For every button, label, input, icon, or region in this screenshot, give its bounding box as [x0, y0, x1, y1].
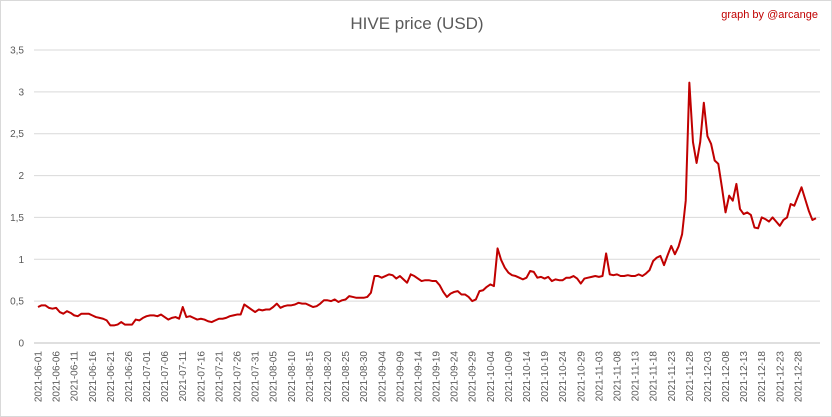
y-tick-label: 0 [18, 339, 24, 350]
x-tick-label: 2021-12-03 [703, 351, 714, 403]
x-tick-label: 2021-11-23 [667, 351, 678, 402]
x-tick-label: 2021-12-13 [739, 351, 750, 403]
y-axis-ticks: 0 0,5 1 1,5 2 2,5 3 3,5 [10, 46, 24, 350]
x-axis-ticks: 2021-06-01 2021-06-06 2021-06-11 2021-06-16… [34, 351, 805, 403]
x-tick-label: 2021-10-14 [522, 351, 533, 403]
x-tick-label: 2021-09-14 [413, 351, 424, 403]
x-tick-label: 2021-08-30 [359, 351, 370, 403]
series-line-hive-price [37, 81, 817, 327]
x-tick-label: 2021-10-29 [576, 351, 587, 403]
x-tick-label: 2021-09-29 [468, 351, 479, 403]
x-tick-label: 2021-09-24 [450, 351, 461, 403]
x-tick-label: 2021-12-08 [721, 351, 732, 403]
x-tick-label: 2021-08-05 [269, 351, 280, 403]
x-tick-label: 2021-07-01 [142, 351, 153, 403]
y-tick-label: 3 [18, 87, 24, 98]
y-tick-label: 3,5 [10, 46, 24, 57]
x-tick-label: 2021-09-09 [395, 351, 406, 403]
y-tick-label: 2,5 [10, 129, 24, 140]
x-tick-label: 2021-06-21 [106, 351, 117, 403]
x-tick-label: 2021-07-26 [233, 351, 244, 403]
x-tick-label: 2021-11-28 [685, 351, 696, 402]
x-tick-label: 2021-06-26 [124, 351, 135, 403]
x-tick-label: 2021-08-25 [341, 351, 352, 403]
x-tick-label: 2021-11-03 [594, 351, 605, 402]
y-tick-label: 1 [18, 255, 24, 266]
x-tick-label: 2021-07-21 [214, 351, 225, 403]
x-tick-label: 2021-07-16 [196, 351, 207, 403]
x-tick-label: 2021-06-01 [34, 351, 45, 403]
x-tick-label: 2021-10-09 [504, 351, 515, 403]
x-tick-label: 2021-06-16 [88, 351, 99, 403]
x-tick-label: 2021-08-15 [305, 351, 316, 403]
x-tick-label: 2021-07-31 [251, 351, 262, 403]
x-tick-label: 2021-10-19 [540, 351, 551, 403]
x-tick-label: 2021-09-04 [377, 351, 388, 403]
y-tick-label: 2 [18, 171, 24, 182]
y-tick-label: 1,5 [10, 213, 24, 224]
x-tick-label: 2021-11-08 [612, 351, 623, 402]
x-tick-label: 2021-12-28 [793, 351, 804, 403]
chart-title: HIVE price (USD) [350, 14, 483, 33]
chart-credit: graph by @arcange [721, 9, 818, 21]
x-tick-label: 2021-12-18 [757, 351, 768, 403]
x-tick-label: 2021-08-10 [287, 351, 298, 403]
x-tick-label: 2021-07-06 [160, 351, 171, 403]
x-tick-label: 2021-06-11 [70, 351, 81, 402]
x-tick-label: 2021-10-24 [558, 351, 569, 403]
x-tick-label: 2021-07-11 [178, 351, 189, 402]
y-tick-label: 0,5 [10, 297, 24, 308]
x-tick-label: 2021-09-19 [432, 351, 443, 403]
x-tick-label: 2021-10-04 [486, 351, 497, 403]
x-tick-label: 2021-11-13 [631, 351, 642, 402]
x-tick-label: 2021-11-18 [649, 351, 660, 402]
x-tick-label: 2021-12-23 [775, 351, 786, 403]
x-tick-label: 2021-06-06 [52, 351, 63, 403]
x-tick-label: 2021-08-20 [323, 351, 334, 403]
